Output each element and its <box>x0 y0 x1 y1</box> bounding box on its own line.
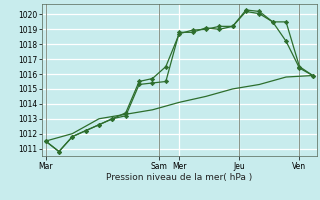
X-axis label: Pression niveau de la mer( hPa ): Pression niveau de la mer( hPa ) <box>106 173 252 182</box>
